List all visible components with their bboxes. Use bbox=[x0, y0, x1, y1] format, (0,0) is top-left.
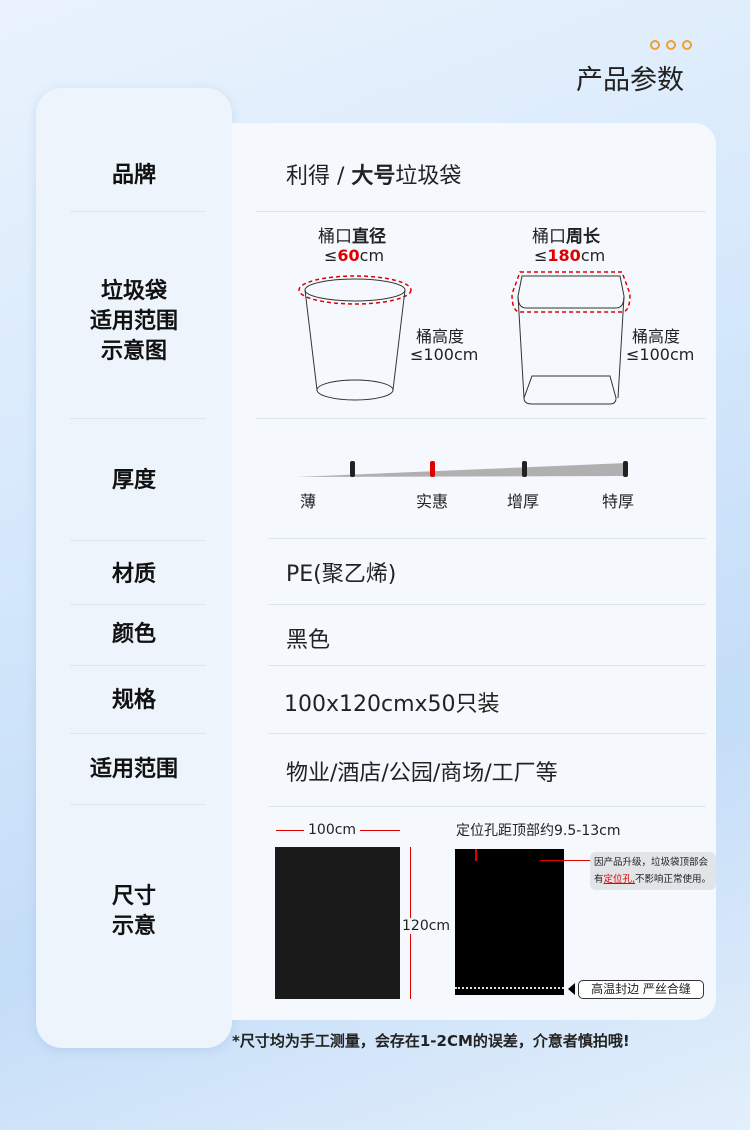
square-height-value: ≤100cm bbox=[626, 345, 695, 364]
level-extra-thick: 特厚 bbox=[602, 492, 635, 511]
bag-back bbox=[455, 849, 564, 995]
round-height-label: 桶高度 bbox=[416, 327, 465, 346]
square-top-label: 桶口周长 bbox=[532, 227, 600, 247]
level-thin: 薄 bbox=[300, 492, 317, 511]
footer-note: *尺寸均为手工测量，会存在1-2CM的误差，介意者慎拍哦! bbox=[232, 1032, 630, 1050]
thickness-scale bbox=[296, 461, 628, 477]
hole-note: 定位孔距顶部约9.5-13cm bbox=[456, 823, 621, 839]
bag-front bbox=[275, 847, 400, 999]
label-column bbox=[36, 88, 232, 1048]
decor-dots bbox=[650, 40, 692, 50]
material-label: 材质 bbox=[111, 562, 156, 587]
usage-label: 适用范围 bbox=[89, 757, 178, 782]
square-bin-icon bbox=[511, 271, 631, 405]
spec-label: 规格 bbox=[111, 688, 156, 713]
tick-selected bbox=[430, 461, 435, 477]
page-title: 产品参数 bbox=[576, 65, 684, 96]
material-value: PE(聚乙烯) bbox=[286, 562, 397, 587]
round-height-value: ≤100cm bbox=[410, 345, 479, 364]
tick-thick bbox=[522, 461, 527, 477]
round-limit: ≤60cm bbox=[324, 246, 385, 265]
level-value: 实惠 bbox=[416, 492, 449, 511]
seal-badge: 高温封边 严丝合缝 bbox=[578, 980, 704, 999]
brand-value: 利得 / 大号垃圾袋 bbox=[286, 164, 462, 189]
thickness-label: 厚度 bbox=[111, 468, 156, 493]
tick-extra bbox=[623, 461, 628, 477]
square-limit: ≤180cm bbox=[534, 246, 606, 265]
height-dimension: 120cm bbox=[402, 918, 451, 934]
width-dimension: 100cm bbox=[304, 822, 361, 838]
color-label: 颜色 bbox=[111, 622, 156, 647]
square-height-label: 桶高度 bbox=[632, 327, 681, 346]
color-value: 黑色 bbox=[286, 628, 331, 653]
brand-label: 品牌 bbox=[111, 163, 156, 188]
diagram-label: 垃圾袋 适用范围 示意图 bbox=[89, 279, 178, 364]
callout: 因产品升级，垃圾袋顶部会 有定位孔,不影响正常使用。 bbox=[590, 852, 716, 890]
level-thick: 增厚 bbox=[507, 492, 540, 511]
round-top-label: 桶口直径 bbox=[318, 227, 386, 247]
round-bin-icon bbox=[298, 275, 412, 401]
tick-thin bbox=[350, 461, 355, 477]
spec-value: 100x120cmx50只装 bbox=[284, 692, 500, 717]
size-label: 尺寸 示意 bbox=[111, 884, 156, 939]
usage-value: 物业/酒店/公园/商场/工厂等 bbox=[286, 761, 558, 786]
